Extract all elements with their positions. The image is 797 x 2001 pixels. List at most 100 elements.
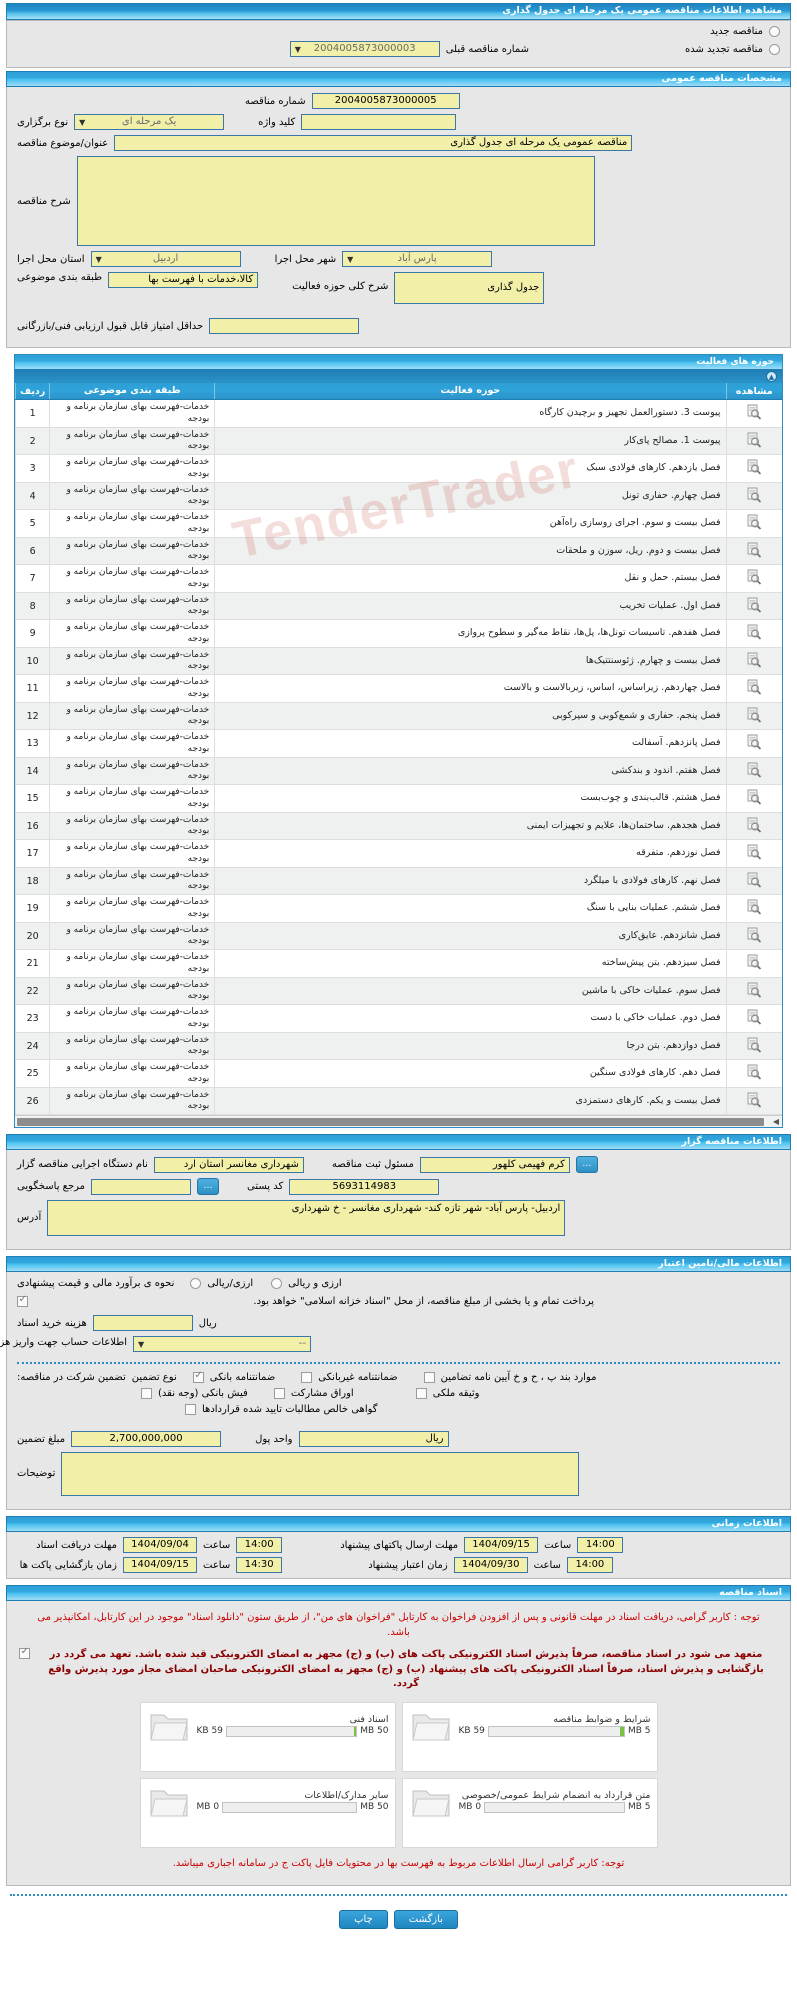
magnifier-document-icon[interactable] [745, 898, 763, 916]
view-cell[interactable] [725, 839, 782, 868]
city-select[interactable]: ▼ پارس آباد [342, 251, 493, 267]
checkbox-guarantee-4[interactable] [273, 1388, 285, 1400]
registrar-picker-button[interactable]: … [575, 1156, 598, 1174]
view-cell[interactable] [725, 674, 782, 703]
document-card[interactable]: اسناد فنی 50 MB 59 KB [139, 1701, 396, 1772]
magnifier-document-icon[interactable] [745, 486, 763, 504]
magnifier-document-icon[interactable] [745, 651, 763, 669]
view-cell[interactable] [725, 949, 782, 978]
magnifier-document-icon[interactable] [745, 926, 763, 944]
contact-input[interactable] [91, 1178, 192, 1195]
folder-icon[interactable] [409, 1707, 453, 1751]
currency-unit-input[interactable]: ریال [298, 1431, 449, 1448]
magnifier-document-icon[interactable] [745, 541, 763, 559]
checkbox-guarantee-6[interactable] [185, 1404, 196, 1416]
checkbox-guarantee-1[interactable] [301, 1372, 313, 1384]
magnifier-document-icon[interactable] [745, 733, 763, 751]
view-cell[interactable] [725, 399, 782, 428]
document-card[interactable]: شرایط و ضوابط مناقصه 5 MB 59 KB [401, 1701, 658, 1772]
view-cell[interactable] [725, 592, 782, 621]
postal-code-input[interactable]: 5693114983 [289, 1178, 440, 1195]
view-cell[interactable] [725, 702, 782, 731]
back-button[interactable]: بازگشت [393, 1909, 458, 1929]
timing-0-date[interactable]: 1404/09/04 [123, 1537, 197, 1554]
activity-desc-input[interactable]: جدول گذاری [394, 272, 545, 304]
checkbox-guarantee-2[interactable] [423, 1372, 435, 1384]
prev-tender-number-select[interactable]: ▼ 2004005873000003 [289, 41, 440, 57]
view-cell[interactable] [725, 509, 782, 538]
document-card[interactable]: متن قرارداد به انضمام شرایط عمومی/خصوصی 5… [401, 1777, 658, 1848]
print-button[interactable]: چاپ [339, 1909, 388, 1929]
view-cell[interactable] [725, 564, 782, 593]
magnifier-document-icon[interactable] [745, 953, 763, 971]
view-cell[interactable] [725, 1059, 782, 1088]
magnifier-document-icon[interactable] [745, 1091, 763, 1109]
magnifier-document-icon[interactable] [745, 788, 763, 806]
view-cell[interactable] [725, 729, 782, 758]
view-cell[interactable] [725, 894, 782, 923]
radio-renewed-tender[interactable] [769, 43, 780, 55]
timing-3-date[interactable]: 1404/09/30 [453, 1557, 528, 1574]
view-cell[interactable] [725, 1087, 782, 1116]
view-cell[interactable] [725, 537, 782, 566]
contact-picker-button[interactable]: … [197, 1178, 220, 1196]
timing-0-time[interactable]: 14:00 [236, 1537, 283, 1554]
checkbox-commitment[interactable] [19, 1646, 30, 1660]
radio-new-tender[interactable] [769, 26, 780, 37]
magnifier-document-icon[interactable] [745, 678, 763, 696]
holding-type-select[interactable]: ▼ یک مرحله ای [74, 114, 225, 130]
radio-currency-both[interactable] [271, 1278, 283, 1290]
magnifier-document-icon[interactable] [745, 568, 763, 586]
magnifier-document-icon[interactable] [745, 1008, 763, 1026]
address-textarea[interactable]: اردبیل- پارس آباد- شهر تازه کند- شهرداری… [47, 1200, 566, 1237]
min-score-input[interactable] [209, 318, 360, 334]
magnifier-document-icon[interactable] [745, 843, 763, 861]
view-cell[interactable] [725, 977, 782, 1006]
magnifier-document-icon[interactable] [745, 761, 763, 779]
timing-2-time[interactable]: 14:00 [577, 1537, 624, 1554]
view-cell[interactable] [725, 757, 782, 786]
view-cell[interactable] [725, 784, 782, 813]
scroll-left-arrow-icon[interactable]: ◀ [772, 1117, 779, 1127]
org-name-input[interactable]: شهرداری مغانسر استان ارد [153, 1156, 304, 1173]
view-cell[interactable] [725, 1004, 782, 1033]
guarantee-amount-input[interactable]: 2,700,000,000 [71, 1431, 222, 1448]
magnifier-document-icon[interactable] [745, 431, 763, 449]
keyword-input[interactable] [301, 114, 457, 130]
magnifier-document-icon[interactable] [745, 1063, 763, 1081]
magnifier-document-icon[interactable] [745, 458, 763, 476]
remarks-textarea[interactable] [61, 1452, 580, 1497]
doc-cost-input[interactable] [92, 1315, 193, 1332]
radio-currency-rial[interactable] [190, 1278, 202, 1290]
checkbox-guarantee-3[interactable] [141, 1388, 152, 1400]
checkbox-treasury-note[interactable] [17, 1294, 28, 1308]
timing-3-time[interactable]: 14:00 [566, 1557, 613, 1574]
tender-number-value[interactable]: 2004005873000005 [311, 93, 460, 109]
checkbox-guarantee-0[interactable] [192, 1370, 204, 1384]
view-cell[interactable] [725, 454, 782, 483]
magnifier-document-icon[interactable] [745, 403, 763, 421]
magnifier-document-icon[interactable] [745, 596, 763, 614]
magnifier-document-icon[interactable] [745, 1036, 763, 1054]
magnifier-document-icon[interactable] [745, 623, 763, 641]
timing-2-date[interactable]: 1404/09/15 [464, 1537, 539, 1554]
magnifier-document-icon[interactable] [745, 706, 763, 724]
subject-input[interactable]: مناقصه عمومی یک مرحله ای جدول گذاری [114, 135, 633, 151]
view-cell[interactable] [725, 867, 782, 896]
document-card[interactable]: سایر مدارک/اطلاعات 50 MB 0 MB [139, 1777, 396, 1848]
description-textarea[interactable] [76, 156, 595, 246]
registrar-input[interactable]: کرم فهیمی کلهور [419, 1156, 570, 1173]
view-cell[interactable] [725, 647, 782, 676]
view-cell[interactable] [725, 812, 782, 841]
province-select[interactable]: ▼ اردبیل [90, 251, 241, 267]
view-cell[interactable] [725, 1032, 782, 1061]
timing-1-time[interactable]: 14:30 [236, 1557, 283, 1574]
folder-icon[interactable] [409, 1783, 453, 1827]
view-cell[interactable] [725, 619, 782, 648]
magnifier-document-icon[interactable] [745, 981, 763, 999]
view-cell[interactable] [725, 482, 782, 511]
folder-icon[interactable] [147, 1707, 191, 1751]
folder-icon[interactable] [147, 1783, 191, 1827]
scroll-thumb[interactable] [17, 1118, 764, 1127]
account-select[interactable]: ▼ -- [133, 1336, 311, 1353]
